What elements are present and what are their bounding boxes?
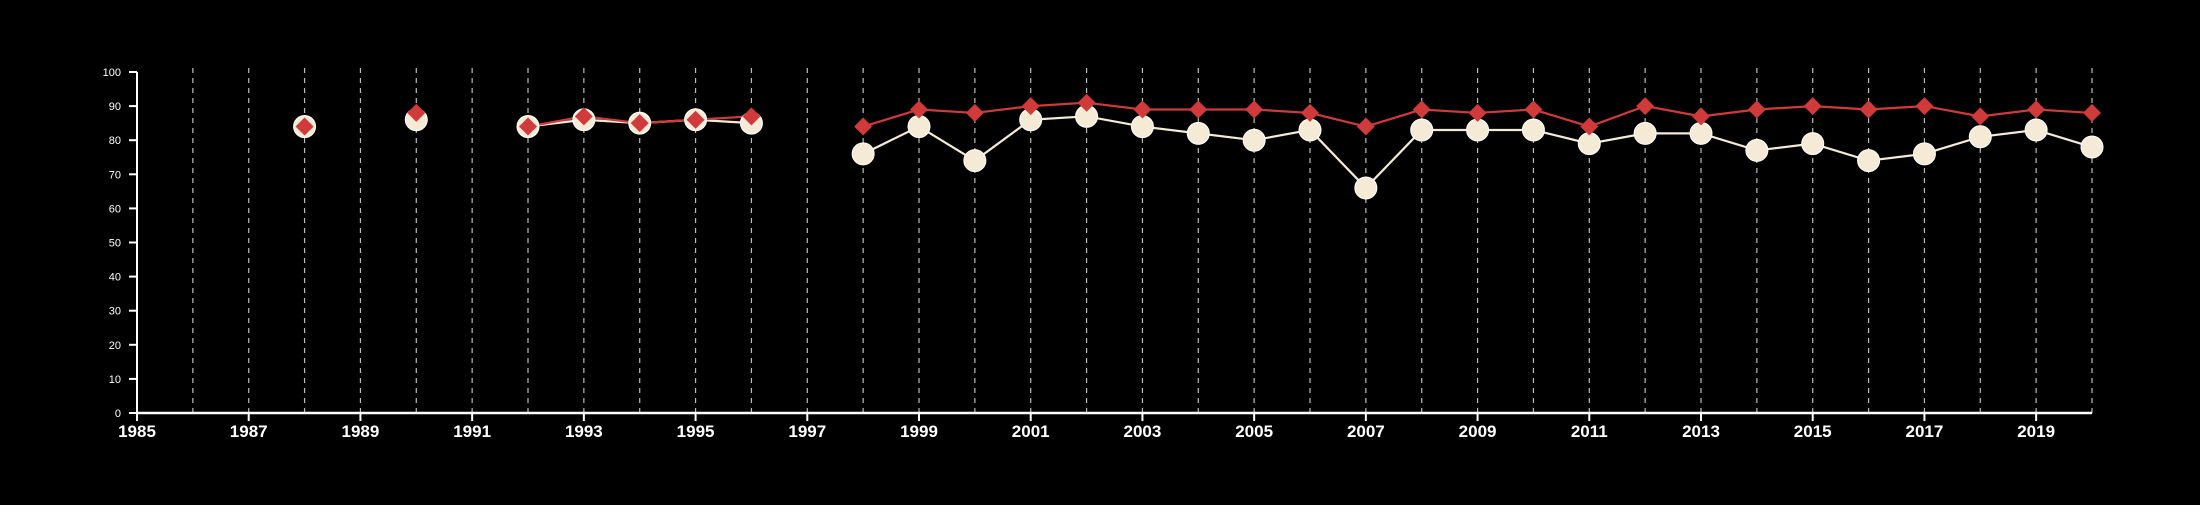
x-tick-label: 1985 [118,422,156,441]
series-2-point [630,114,649,133]
series-1-point [1968,125,1992,149]
series-1-point [1801,132,1825,156]
series-2-point [1636,97,1655,116]
series-1-point [1577,132,1601,156]
series-2-point [965,103,984,122]
series-1-point [1410,118,1434,142]
series-2-point [1356,117,1375,136]
series-2-point [1245,100,1264,119]
x-tick-label: 2013 [1682,422,1720,441]
x-tick-label: 2009 [1459,422,1497,441]
x-tick-label: 1997 [788,422,826,441]
y-tick-label: 30 [109,306,121,318]
series-1-point [1912,142,1936,166]
series-markers [293,93,2104,200]
y-tick-label: 80 [109,135,121,147]
x-tick-label: 1995 [677,422,715,441]
series-2-point [2083,103,2101,122]
series-2-point [1747,100,1766,119]
series-1-point [2080,135,2104,159]
y-tick-label: 10 [109,374,121,386]
series-2-point [407,103,426,122]
series-1-point [1242,128,1266,152]
series-2-point [1468,103,1487,122]
y-tick-label: 70 [109,169,121,181]
series-2-point [1524,100,1543,119]
series-1-point [851,142,875,166]
y-tick-label: 90 [109,101,121,113]
series-2-point [1133,100,1152,119]
x-tick-label: 2001 [1012,422,1050,441]
series-1-point [2024,118,2048,142]
series-2-point [574,107,593,126]
series-2-point [1412,100,1431,119]
x-tick-label: 1999 [900,422,938,441]
x-tick-label: 2011 [1571,422,1608,441]
x-tick-label: 1991 [453,422,491,441]
series-1-point [1466,118,1490,142]
series-2-point [742,107,761,126]
series-1-point [1857,149,1881,173]
series-2-point [1971,107,1990,126]
series-2-point [686,110,705,129]
series-2-point [519,117,537,136]
series-1-point [1633,121,1657,145]
y-tick-label: 60 [109,203,121,215]
series-2-point [854,117,873,136]
series-2-point [1915,97,1934,116]
series-2-point [1692,107,1710,126]
series-1-point [1186,121,1210,145]
y-tick-label: 0 [115,408,121,420]
y-tick-label: 20 [109,340,121,352]
series-2-point [1077,93,1096,112]
x-tick-label: 2007 [1347,422,1385,441]
series-2-point [1859,100,1878,119]
series-2-point [1189,100,1208,119]
series-2-point [1803,97,1822,116]
x-tick-label: 1987 [230,422,268,441]
series-2-point [1021,97,1040,116]
series-1-point [963,149,987,173]
x-tick-label: 2019 [2017,422,2055,441]
series-2-point [1301,103,1319,122]
x-tick-label: 2003 [1124,422,1162,441]
series-2-point [1580,117,1599,136]
series-1-point [1354,176,1378,200]
x-tick-label: 2015 [1794,422,1832,441]
axes: 0 10 20 30 40 50 60 70 80 90 100 1985 1987 1989 1991 19… [103,67,2092,441]
x-tick-label: 1993 [565,422,603,441]
series-2-point [2027,100,2046,119]
series-1-point [1689,121,1713,145]
y-tick-label: 50 [109,238,121,250]
gridlines [192,68,2093,413]
x-tick-label: 1989 [342,422,380,441]
series-1-point [1298,118,1322,142]
series-2-point [910,100,928,119]
series-1-point [1130,115,1154,139]
series-2-point [295,117,314,136]
series-1-point [1745,138,1769,162]
x-tick-label: 2017 [1906,422,1944,441]
series-1-point [1521,118,1545,142]
series-1-point [907,115,931,139]
x-tick-label: 2005 [1235,422,1273,441]
y-tick-label: 100 [103,67,121,79]
y-tick-label: 40 [109,272,121,284]
